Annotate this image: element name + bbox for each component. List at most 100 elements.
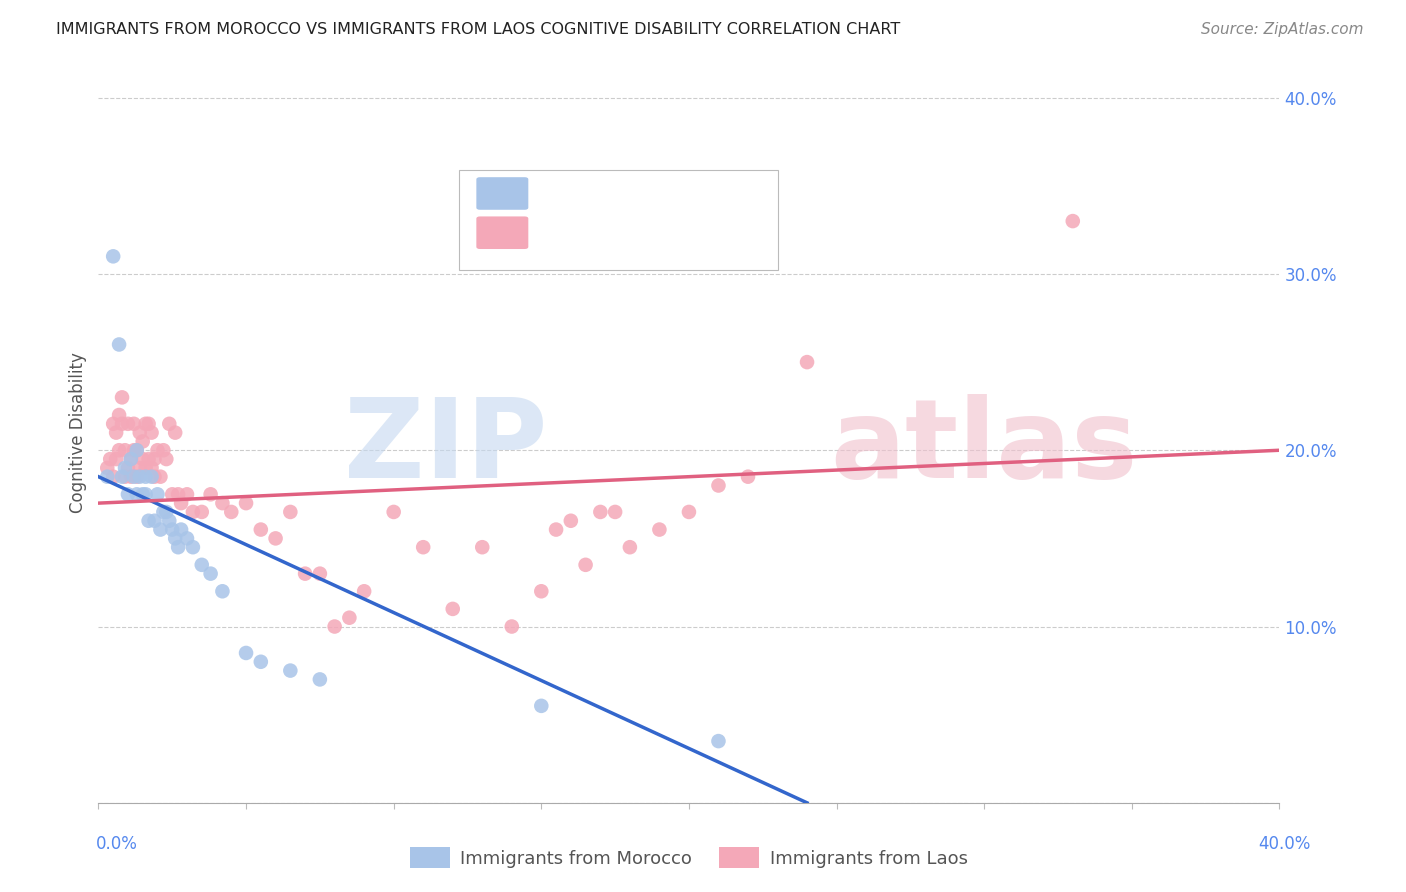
Point bbox=[141, 425, 163, 440]
Point bbox=[162, 487, 183, 501]
Point bbox=[200, 487, 222, 501]
Text: R =  0.076   N = 74: R = 0.076 N = 74 bbox=[544, 224, 734, 242]
Text: 0.0%: 0.0% bbox=[96, 835, 138, 853]
Point bbox=[167, 487, 190, 501]
FancyBboxPatch shape bbox=[477, 217, 529, 249]
Point bbox=[167, 540, 190, 554]
Point bbox=[120, 452, 142, 467]
Point bbox=[114, 443, 136, 458]
Text: 40.0%: 40.0% bbox=[1258, 835, 1310, 853]
Point bbox=[117, 417, 139, 431]
Point bbox=[170, 523, 193, 537]
Point bbox=[589, 505, 612, 519]
Point bbox=[146, 443, 169, 458]
Point bbox=[149, 469, 172, 483]
Point bbox=[103, 469, 125, 483]
Point bbox=[125, 469, 148, 483]
Point bbox=[678, 505, 700, 519]
Point bbox=[530, 584, 553, 599]
Point bbox=[146, 487, 169, 501]
Text: Source: ZipAtlas.com: Source: ZipAtlas.com bbox=[1201, 22, 1364, 37]
Point bbox=[707, 478, 730, 492]
Point bbox=[138, 452, 160, 467]
Text: R = -0.619   N = 37: R = -0.619 N = 37 bbox=[544, 185, 735, 202]
Point bbox=[120, 469, 142, 483]
Point bbox=[157, 417, 180, 431]
Point bbox=[309, 673, 332, 687]
Point bbox=[353, 584, 375, 599]
Point bbox=[211, 496, 233, 510]
Point bbox=[132, 487, 155, 501]
Point bbox=[294, 566, 316, 581]
Point bbox=[122, 417, 145, 431]
Point bbox=[152, 443, 174, 458]
Point bbox=[176, 532, 198, 546]
Point bbox=[1062, 214, 1084, 228]
Point bbox=[191, 558, 214, 572]
Point bbox=[143, 452, 166, 467]
Point bbox=[155, 452, 177, 467]
Point bbox=[441, 602, 464, 616]
Point bbox=[152, 505, 174, 519]
Point bbox=[141, 461, 163, 475]
Point bbox=[280, 664, 302, 678]
Point bbox=[125, 487, 148, 501]
Point bbox=[605, 505, 627, 519]
Point bbox=[181, 540, 204, 554]
Point bbox=[309, 566, 332, 581]
Point bbox=[135, 487, 157, 501]
Point bbox=[128, 425, 150, 440]
Point bbox=[98, 452, 121, 467]
Point bbox=[111, 469, 134, 483]
Point bbox=[264, 532, 287, 546]
Y-axis label: Cognitive Disability: Cognitive Disability bbox=[69, 352, 87, 513]
Point bbox=[323, 619, 346, 633]
Point bbox=[149, 523, 172, 537]
Point bbox=[211, 584, 233, 599]
Point bbox=[162, 523, 183, 537]
Point bbox=[546, 523, 568, 537]
Point bbox=[96, 469, 118, 483]
Point bbox=[125, 443, 148, 458]
Point bbox=[120, 452, 142, 467]
Point bbox=[105, 425, 128, 440]
Point bbox=[471, 540, 494, 554]
Point bbox=[250, 523, 273, 537]
Point bbox=[117, 487, 139, 501]
Point bbox=[122, 443, 145, 458]
Point bbox=[135, 417, 157, 431]
Point bbox=[165, 425, 187, 440]
Point bbox=[103, 249, 125, 263]
Legend: Immigrants from Morocco, Immigrants from Laos: Immigrants from Morocco, Immigrants from… bbox=[402, 840, 976, 875]
Point bbox=[165, 532, 187, 546]
Point bbox=[132, 452, 155, 467]
FancyBboxPatch shape bbox=[477, 178, 529, 210]
Point bbox=[339, 610, 361, 624]
Point bbox=[117, 461, 139, 475]
Point bbox=[157, 514, 180, 528]
Point bbox=[128, 469, 150, 483]
Point bbox=[132, 434, 155, 449]
Point bbox=[235, 646, 257, 660]
Point bbox=[221, 505, 243, 519]
Point bbox=[122, 469, 145, 483]
Point bbox=[737, 469, 759, 483]
Text: ZIP: ZIP bbox=[344, 394, 547, 501]
Text: IMMIGRANTS FROM MOROCCO VS IMMIGRANTS FROM LAOS COGNITIVE DISABILITY CORRELATION: IMMIGRANTS FROM MOROCCO VS IMMIGRANTS FR… bbox=[56, 22, 900, 37]
Point bbox=[796, 355, 818, 369]
Point bbox=[108, 337, 131, 351]
Point bbox=[191, 505, 214, 519]
Point bbox=[560, 514, 582, 528]
Point bbox=[125, 443, 148, 458]
Point bbox=[176, 487, 198, 501]
Point bbox=[114, 469, 136, 483]
Point bbox=[135, 469, 157, 483]
Point bbox=[235, 496, 257, 510]
Point bbox=[138, 417, 160, 431]
Point bbox=[181, 505, 204, 519]
Point bbox=[143, 469, 166, 483]
Point bbox=[111, 417, 134, 431]
Point bbox=[501, 619, 523, 633]
Point bbox=[103, 417, 125, 431]
Point bbox=[108, 443, 131, 458]
